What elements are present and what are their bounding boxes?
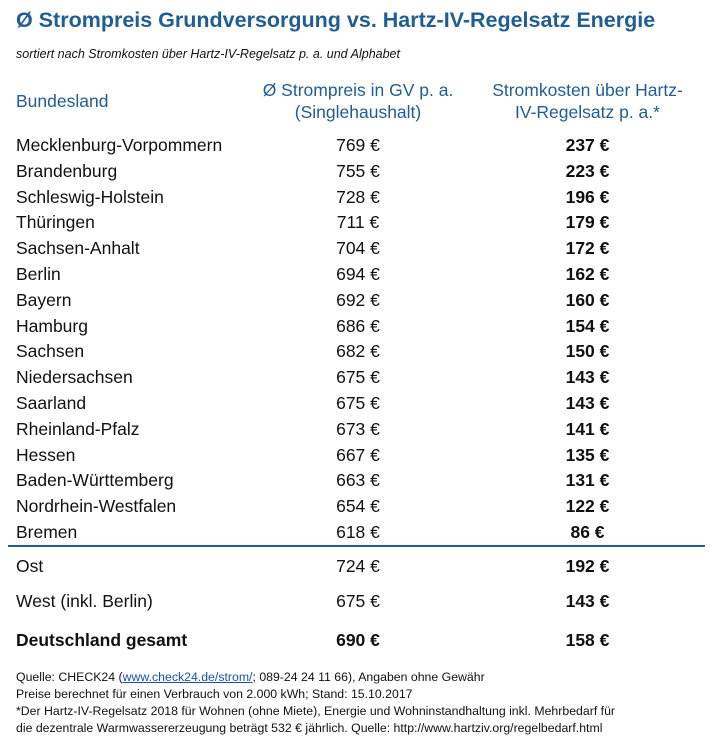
summary-row-deutschland: Deutschland gesamt 690 € 158 € [0, 629, 710, 655]
cell-cost: 172 € [565, 238, 610, 259]
cell-cost: 141 € [565, 418, 610, 439]
cell-price: 690 € [336, 630, 380, 650]
cell-cost: 158 € [565, 630, 610, 650]
cell-price: 755 € [336, 160, 380, 181]
cell-region: Schleswig-Holstein [16, 186, 164, 207]
cell-price: 686 € [336, 315, 380, 336]
cell-region: Nordrhein-Westfalen [16, 496, 177, 517]
cell-region: Brandenburg [16, 160, 118, 181]
column-header-cost-line2: IV-Regelsatz p. a.* [515, 102, 660, 122]
cell-cost: 143 € [565, 591, 610, 611]
cell-region: Bremen [16, 521, 78, 542]
table-row: Hamburg 686 € 154 € [0, 313, 710, 339]
cell-price: 704 € [336, 238, 380, 259]
cell-price: 711 € [336, 212, 380, 233]
column-header-price-line1: Ø Strompreis in GV p. a. [262, 80, 454, 100]
cell-cost: 179 € [565, 212, 610, 233]
cell-price: 663 € [336, 470, 380, 491]
footer-source-suffix: ; 089-24 24 11 66), Angaben ohne Gewähr [252, 670, 485, 684]
source-link[interactable]: www.check24.de/strom/ [122, 670, 253, 684]
page-title: Ø Strompreis Grundversorgung vs. Hartz-I… [16, 8, 656, 32]
cell-cost: 192 € [565, 556, 610, 576]
cell-region: Saarland [16, 392, 87, 413]
table-row: Bremen 618 € 86 € [0, 519, 710, 545]
footer-line-4: die dezentrale Warmwassererzeugung beträ… [16, 721, 603, 735]
table-row: Brandenburg 755 € 223 € [0, 158, 710, 184]
cell-price: 694 € [336, 263, 380, 284]
footer-notes: Quelle: CHECK24 (www.check24.de/strom/; … [16, 669, 706, 737]
cell-price: 692 € [336, 289, 380, 310]
cell-cost: 154 € [565, 315, 610, 336]
cell-cost: 86 € [570, 521, 605, 542]
summary-row-ost: Ost 724 € 192 € [0, 555, 710, 581]
column-header-price-line2: (Singlehaushalt) [294, 102, 422, 122]
table-row: Hessen 667 € 135 € [0, 442, 710, 468]
cell-region: Berlin [16, 263, 61, 284]
cell-price: 667 € [336, 444, 380, 465]
cell-region: Rheinland-Pfalz [16, 418, 140, 439]
cell-region: Ost [16, 556, 44, 576]
cell-cost: 122 € [565, 496, 610, 517]
cell-price: 654 € [336, 496, 380, 517]
cell-cost: 143 € [565, 367, 610, 388]
cell-cost: 135 € [565, 444, 610, 465]
cell-region: Sachsen [16, 341, 85, 362]
page-subtitle: sortiert nach Stromkosten über Hartz-IV-… [16, 47, 400, 61]
footer-source-prefix: Quelle: CHECK24 ( [16, 670, 123, 684]
table-row: Rheinland-Pfalz 673 € 141 € [0, 416, 710, 442]
table-row: Sachsen-Anhalt 704 € 172 € [0, 235, 710, 261]
table-row: Mecklenburg-Vorpommern 769 € 237 € [0, 132, 710, 158]
cell-region: Deutschland gesamt [16, 630, 188, 650]
table-row: Nordrhein-Westfalen 654 € 122 € [0, 493, 710, 519]
cell-region: Hessen [16, 444, 76, 465]
cell-cost: 143 € [565, 392, 610, 413]
table-row: Saarland 675 € 143 € [0, 390, 710, 416]
table-body: Mecklenburg-Vorpommern 769 € 237 € Brand… [0, 132, 710, 545]
table-divider [8, 545, 705, 547]
table-row: Thüringen 711 € 179 € [0, 209, 710, 235]
cell-cost: 162 € [565, 263, 610, 284]
summary-row-west: West (inkl. Berlin) 675 € 143 € [0, 590, 710, 616]
cell-cost: 196 € [565, 186, 610, 207]
column-header-cost-line1: Stromkosten über Hartz- [492, 80, 683, 100]
cell-region: Baden-Württemberg [16, 470, 174, 491]
cell-region: West (inkl. Berlin) [16, 591, 153, 611]
footer-line-2: Preise berechnet für einen Verbrauch von… [16, 687, 413, 701]
column-header-price: Ø Strompreis in GV p. a. (Singlehaushalt… [243, 79, 473, 123]
cell-cost: 160 € [565, 289, 610, 310]
cell-price: 682 € [336, 341, 380, 362]
footer-line-3: *Der Hartz-IV-Regelsatz 2018 für Wohnen … [16, 704, 616, 718]
cell-region: Bayern [16, 289, 72, 310]
table-row: Sachsen 682 € 150 € [0, 338, 710, 364]
table-row: Baden-Württemberg 663 € 131 € [0, 467, 710, 493]
cell-price: 675 € [336, 392, 380, 413]
cell-region: Mecklenburg-Vorpommern [16, 135, 223, 155]
cell-price: 724 € [336, 556, 380, 576]
cell-region: Thüringen [16, 212, 95, 233]
cell-region: Sachsen-Anhalt [16, 238, 140, 259]
table-row: Berlin 694 € 162 € [0, 261, 710, 287]
column-header-region: Bundesland [16, 90, 108, 112]
table-row: Niedersachsen 675 € 143 € [0, 364, 710, 390]
table-row: Schleswig-Holstein 728 € 196 € [0, 184, 710, 210]
column-header-cost: Stromkosten über Hartz- IV-Regelsatz p. … [475, 79, 700, 123]
cell-price: 675 € [336, 367, 380, 388]
cell-price: 769 € [336, 135, 380, 155]
cell-region: Hamburg [16, 315, 88, 336]
cell-cost: 131 € [565, 470, 610, 491]
cell-price: 673 € [336, 418, 380, 439]
cell-cost: 150 € [565, 341, 610, 362]
cell-cost: 237 € [565, 135, 610, 155]
cell-price: 728 € [336, 186, 380, 207]
cell-price: 675 € [336, 591, 380, 611]
cell-cost: 223 € [565, 160, 610, 181]
table-row: Bayern 692 € 160 € [0, 287, 710, 313]
column-header-region-label: Bundesland [16, 91, 109, 111]
footer-source-line: Quelle: CHECK24 (www.check24.de/strom/; … [16, 669, 706, 686]
cell-region: Niedersachsen [16, 367, 133, 388]
cell-price: 618 € [336, 521, 380, 542]
